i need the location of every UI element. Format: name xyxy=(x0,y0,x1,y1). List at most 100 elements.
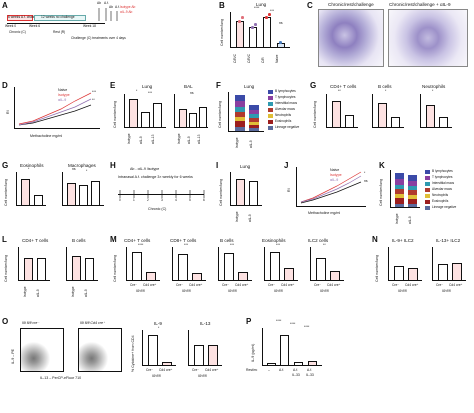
panel-G2-title-macs: Macrophages xyxy=(68,163,96,168)
panel-M-title: ILC2 cells xyxy=(308,238,329,243)
panel-M-genotype: Il9 fl/fl xyxy=(182,289,191,293)
timeline-box-challenge-text: 6 weeks A.f. challenge xyxy=(8,15,41,19)
panel-J-xlabel: Methacholine mg/ml xyxy=(308,211,341,215)
panel-J-ylabel: RI xyxy=(287,188,291,192)
panel-M-xtick: Cre⁻ xyxy=(176,283,184,287)
timeline-week6: Week 6 xyxy=(29,24,41,28)
panel-M-xtick: Cre⁻ xyxy=(222,283,230,287)
panel-G-title-bcells: B cells xyxy=(378,84,392,89)
panel-C-title-2: Chronic/rest/challenge + αIL-9 xyxy=(389,2,451,7)
panel-B-stat: *** xyxy=(270,9,274,13)
panel-M-label: M xyxy=(110,235,117,244)
panel-B-xtick: C/R xyxy=(261,57,265,63)
panel-B-ylabel: Cell number/lung xyxy=(220,18,224,46)
panel-B-point xyxy=(265,16,268,19)
panel-P-axes xyxy=(262,328,322,366)
panel-G-bar xyxy=(426,105,435,127)
panel-M-xtick: Cre⁻ xyxy=(130,283,138,287)
panel-L-axes-bcells xyxy=(66,247,98,281)
panel-B-bar xyxy=(236,21,244,47)
timeline-arrows xyxy=(98,8,118,21)
panel-E-axes-lung xyxy=(124,94,166,128)
panel-M-genotype: Il9 fl/fl xyxy=(136,289,145,293)
panel-J-stat: ns xyxy=(364,179,368,183)
panel-N-bar xyxy=(452,263,462,280)
panel-M-stat: *** xyxy=(230,243,234,247)
panel-B-point xyxy=(254,23,257,26)
panel-M-axes xyxy=(172,247,206,281)
timeline-box-rest-text: 12 weeks no challenge xyxy=(41,15,75,19)
panel-G2-stat: ns xyxy=(72,167,76,171)
panel-O-plot-title-2: Il9 fl/fl Cd4 cre⁺ xyxy=(80,321,105,325)
panel-M-axes xyxy=(264,247,298,281)
panel-P-restim: A.f. xyxy=(293,368,299,372)
timeline-box-challenge xyxy=(7,15,33,21)
legend-isotype: Isotype Ab xyxy=(120,5,136,9)
panel-H-tick-label: 4 xyxy=(175,198,177,202)
panel-G2-bar xyxy=(34,195,43,205)
panel-D-label: D xyxy=(2,81,8,90)
panel-G2-label: G xyxy=(2,161,9,170)
panel-G-bar xyxy=(439,117,448,127)
panel-H-tick-label: 0 xyxy=(119,198,121,202)
panel-O-xtick: Cre⁻ xyxy=(192,368,200,372)
panel-M-title: Eosinophils xyxy=(262,238,286,243)
panel-G-stat: ** xyxy=(338,89,341,93)
panel-M-bar xyxy=(132,252,142,280)
timeline-arrow-ab1: Ab xyxy=(97,1,102,5)
panel-A-timeline: 6 weeks A.f. challenge 12 weeks no chall… xyxy=(5,1,141,48)
panel-M-xtick: Cd4 cre⁺ xyxy=(189,283,203,287)
panel-K-stack xyxy=(395,173,404,207)
panel-H-tick-label: 1 xyxy=(133,198,135,202)
panel-P-bar xyxy=(308,361,317,365)
panel-E-xtick: αIL-9 xyxy=(187,136,191,144)
panel-A-label: A xyxy=(2,1,8,10)
histology-image-1 xyxy=(318,9,384,67)
panel-P-stat: **** xyxy=(290,322,296,326)
timeline-axis xyxy=(7,23,105,24)
panel-O-bar xyxy=(148,335,158,365)
panel-G-axes-neut xyxy=(420,94,452,128)
panel-N-xtick: Cre⁻ xyxy=(436,283,444,287)
panel-H-tick-label: 2 xyxy=(147,198,149,202)
panel-J-axes xyxy=(296,167,366,207)
panel-E-xtick: αIL-13 xyxy=(151,134,155,144)
panel-M-xtick: Cre⁻ xyxy=(268,283,276,287)
panel-B-title: Lung xyxy=(256,2,267,7)
panel-M-xtick: Cd4 cre⁺ xyxy=(143,283,157,287)
panel-O-bar xyxy=(194,345,204,365)
panel-P-bar xyxy=(267,363,276,365)
panel-O-genotype: Il9 fl/fl xyxy=(152,374,161,378)
panel-P-bar xyxy=(294,362,303,365)
panel-P-restim: A.f. xyxy=(279,368,285,372)
panel-O-bar xyxy=(162,362,172,365)
panel-E-bar xyxy=(179,109,187,127)
panel-O-bar-title-il9: IL-9 xyxy=(154,321,162,326)
panel-L-bar xyxy=(85,258,94,280)
panel-H-tick-label: 3 xyxy=(161,198,163,202)
timeline-box-rest xyxy=(34,15,86,21)
panel-E-bar xyxy=(129,99,138,127)
panel-M-genotype: Il9 fl/fl xyxy=(228,289,237,293)
panel-G-bar xyxy=(378,103,387,127)
panel-N-genotype: Il9 fl/fl xyxy=(442,289,451,293)
panel-B-xtick: C/R/C xyxy=(247,54,251,63)
timeline-chronic: Chronic (C) xyxy=(9,30,26,34)
panel-M-axes xyxy=(218,247,252,281)
panel-B-xtick: C/R/C xyxy=(233,54,237,63)
panel-O-label: O xyxy=(2,317,9,326)
panel-J-legend-anti-il9: αIL-9 xyxy=(330,178,339,182)
panel-M-ylabel: Cell number/lung xyxy=(113,254,117,282)
panel-G-label: G xyxy=(310,81,317,90)
panel-E-title-bal: BAL xyxy=(184,84,193,89)
panel-L-xtick: Isotype xyxy=(71,286,75,297)
panel-F-xtick: αIL-9 xyxy=(249,140,253,148)
timeline-arrow-ab2: Ab xyxy=(109,5,114,9)
panel-L-bar xyxy=(72,256,81,280)
timeline-arrow-af2: A.f. xyxy=(115,5,120,9)
panel-N-xtick: Cd4 cre⁺ xyxy=(405,283,419,287)
legend-anti-il9: αIL-9 Ab xyxy=(120,10,133,14)
panel-O-xtick: Cd4 cre⁺ xyxy=(205,368,219,372)
panel-L-bar xyxy=(24,258,33,280)
panel-G2-axes-macs xyxy=(62,172,104,206)
